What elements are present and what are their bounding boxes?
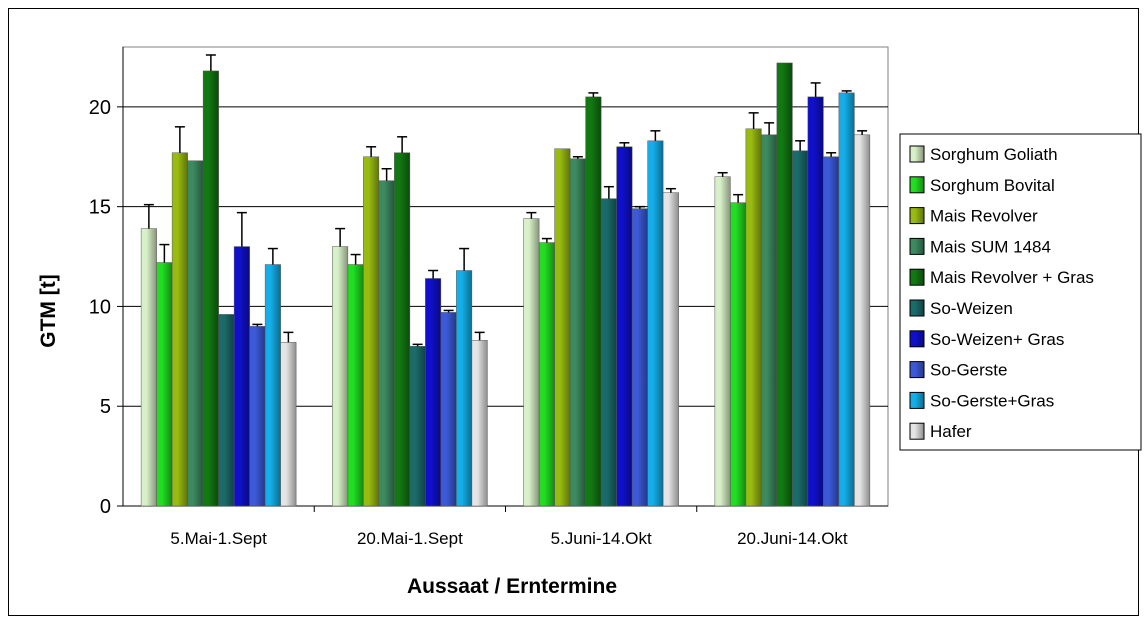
bar (823, 156, 840, 507)
y-tick-label: 0 (100, 496, 111, 518)
legend-label: So-Gerste+Gras (930, 391, 1054, 410)
legend-label: So-Weizen+ Gras (930, 330, 1064, 349)
y-tick-label: 20 (89, 97, 111, 119)
bar (140, 228, 157, 507)
bar (569, 158, 586, 507)
bar (171, 152, 188, 507)
legend-swatch (909, 391, 925, 409)
bar (440, 312, 457, 507)
legend-swatch (909, 330, 925, 348)
bar (425, 278, 442, 507)
bar (585, 96, 602, 507)
bar (187, 160, 204, 507)
bar (264, 264, 281, 507)
legend-label: Mais SUM 1484 (930, 237, 1051, 256)
y-tick-label: 10 (89, 296, 111, 318)
bar (807, 96, 824, 507)
bar (233, 246, 250, 507)
legend-swatch (909, 422, 925, 440)
legend-swatch (909, 299, 925, 317)
bar (363, 156, 380, 507)
bar (523, 218, 540, 507)
legend-box (899, 133, 1142, 451)
legend-label: Hafer (930, 422, 972, 441)
bar (538, 242, 555, 507)
bar (409, 346, 426, 507)
y-axis-title: GTM [t] (37, 274, 60, 347)
bar (714, 176, 731, 507)
bar (249, 326, 266, 507)
bar (202, 70, 219, 507)
bar (761, 134, 778, 507)
bar (156, 262, 173, 507)
bar (647, 140, 664, 507)
bar (745, 128, 762, 507)
bar (280, 342, 297, 507)
legend: Sorghum Goliath Sorghum Bovital Mais Revol… (909, 145, 1094, 441)
bar (600, 198, 617, 507)
bar (631, 208, 648, 507)
bar (471, 340, 488, 507)
legend-swatch (909, 145, 925, 163)
bar (394, 152, 411, 507)
bar (838, 92, 855, 507)
legend-swatch (909, 268, 925, 286)
legend-label: Mais Revolver + Gras (930, 268, 1094, 287)
bar (378, 180, 395, 507)
legend-swatch (909, 361, 925, 379)
legend-label: Sorghum Bovital (930, 176, 1055, 195)
bar (854, 134, 871, 507)
bar (616, 146, 633, 507)
legend-label: Mais Revolver (930, 207, 1038, 226)
legend-label: So-Weizen (930, 299, 1013, 318)
legend-swatch (909, 176, 925, 194)
bar (792, 150, 809, 507)
legend-label: So-Gerste (930, 361, 1007, 380)
bar (662, 192, 679, 507)
legend-swatch (909, 237, 925, 255)
bar (347, 264, 364, 507)
y-tick-label: 15 (89, 197, 111, 219)
x-tick-label: 5.Mai-1.Sept (170, 529, 267, 548)
bar (554, 148, 571, 507)
x-tick-label: 20.Mai-1.Sept (357, 529, 463, 548)
bar (776, 62, 793, 507)
x-tick-label: 5.Juni-14.Okt (551, 529, 652, 548)
x-tick-label: 20.Juni-14.Okt (737, 529, 848, 548)
bar (456, 270, 473, 507)
y-tick-label: 5 (100, 396, 111, 418)
legend-swatch (909, 207, 925, 225)
x-axis-title: Aussaat / Erntermine (407, 575, 617, 598)
legend-label: Sorghum Goliath (930, 145, 1058, 164)
plot-area: 0 5 10 15 20 5.Mai-1.Sept 20.Mai-1.Sept 5.Juni-… (89, 46, 889, 548)
bar (332, 246, 349, 507)
bar (730, 202, 747, 507)
bar (218, 314, 235, 507)
